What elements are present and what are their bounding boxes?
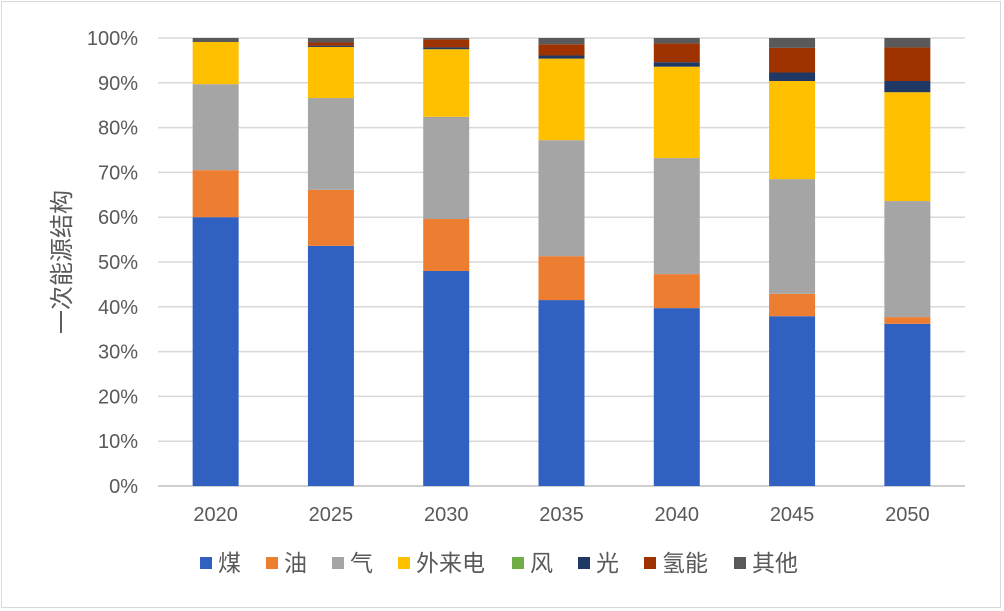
y-tick-label: 90% (98, 73, 138, 95)
legend-swatch (734, 557, 746, 569)
x-tick-label: 2020 (193, 504, 238, 526)
legend-label: 油 (284, 550, 307, 576)
x-tick-label: 2040 (655, 504, 700, 526)
bar-segment-2035-油 (538, 256, 585, 301)
bar-segment-2050-外来电 (884, 92, 931, 202)
bar-segment-2035-外来电 (538, 58, 585, 141)
y-tick-label: 50% (98, 252, 138, 274)
bar-segment-2035-光 (538, 55, 585, 59)
y-tick-labels: 0% 10% 20% 30% 40% 50% 60% 70% 80% 90% 100% (87, 28, 138, 498)
y-tick-label: 60% (98, 207, 138, 229)
y-tick-label: 100% (87, 28, 138, 50)
legend-swatch (398, 557, 410, 569)
y-tick-label: 80% (98, 118, 138, 140)
bar-segment-2040-其他 (653, 38, 700, 44)
legend-swatch (644, 557, 656, 569)
legend-label: 外来电 (416, 550, 485, 576)
bar-segment-2030-外来电 (423, 49, 470, 117)
bar-segment-2050-其他 (884, 38, 931, 48)
bar-segment-2020-其他 (192, 38, 239, 43)
bar-segment-2035-其他 (538, 38, 585, 45)
bar-segment-2045-煤 (769, 316, 816, 486)
legend-label: 气 (350, 550, 373, 576)
bar-segment-2050-氢能 (884, 47, 931, 82)
bar-segment-2025-氢能 (307, 42, 354, 46)
bar-segment-2030-气 (423, 116, 470, 219)
legend: 煤 油 气 外来电 风 光 氢能 其他 (200, 550, 798, 576)
bar-segment-2050-油 (884, 317, 931, 324)
bar-segment-2030-油 (423, 218, 470, 271)
bar-segment-2040-油 (653, 274, 700, 309)
x-tick-label: 2030 (424, 504, 469, 526)
legend-label: 风 (530, 550, 553, 576)
bar-segment-2020-煤 (192, 217, 239, 486)
legend-label: 煤 (218, 550, 241, 576)
bar-segment-2040-气 (653, 158, 700, 275)
bar-segment-2030-光 (423, 47, 470, 50)
legend-swatch (332, 557, 344, 569)
bar-segment-2025-外来电 (307, 46, 354, 99)
bar-segment-2045-油 (769, 293, 816, 317)
legend-swatch (512, 557, 524, 569)
bar-segment-2045-外来电 (769, 81, 816, 180)
bar-segment-2040-外来电 (653, 66, 700, 159)
legend-swatch (578, 557, 590, 569)
bars (192, 38, 931, 486)
legend-label: 光 (596, 550, 619, 576)
bar-segment-2045-光 (769, 72, 816, 82)
y-tick-label: 0% (109, 476, 138, 498)
bar-segment-2045-气 (769, 179, 816, 294)
bar-segment-2040-氢能 (653, 43, 700, 63)
bar-segment-2050-煤 (884, 323, 931, 486)
y-tick-label: 10% (98, 431, 138, 453)
bar-segment-2040-煤 (653, 308, 700, 486)
y-tick-label: 20% (98, 386, 138, 408)
y-axis-label: 一次能源结构 (49, 190, 76, 334)
bar-segment-2030-其他 (423, 38, 470, 40)
x-tick-label: 2035 (539, 504, 584, 526)
bar-segment-2050-气 (884, 201, 931, 318)
bar-segment-2025-其他 (307, 38, 354, 43)
bar-segment-2035-煤 (538, 300, 585, 486)
bar-segment-2025-气 (307, 98, 354, 190)
legend-swatch (266, 557, 278, 569)
x-tick-labels: 2020 2025 2030 2035 2040 2045 2050 (193, 504, 929, 526)
bar-segment-2045-氢能 (769, 47, 816, 73)
bar-segment-2025-煤 (307, 245, 354, 486)
x-tick-label: 2045 (770, 504, 815, 526)
bar-segment-2035-气 (538, 140, 585, 257)
legend-label: 其他 (752, 550, 798, 576)
bar-segment-2030-氢能 (423, 39, 470, 48)
bar-segment-2045-其他 (769, 38, 816, 48)
y-tick-label: 30% (98, 342, 138, 364)
bar-segment-2020-气 (192, 84, 239, 171)
bar-segment-2035-氢能 (538, 44, 585, 56)
bar-segment-2030-煤 (423, 270, 470, 486)
bar-segment-2040-光 (653, 62, 700, 67)
legend-swatch (200, 557, 212, 569)
bar-segment-2020-外来电 (192, 42, 239, 85)
legend-label: 氢能 (662, 550, 708, 576)
y-tick-label: 40% (98, 297, 138, 319)
x-tick-label: 2050 (885, 504, 930, 526)
bar-segment-2025-光 (307, 45, 354, 47)
y-tick-label: 70% (98, 162, 138, 184)
bar-segment-2025-油 (307, 189, 354, 246)
x-tick-label: 2025 (309, 504, 354, 526)
bar-segment-2020-油 (192, 170, 239, 218)
bar-segment-2050-光 (884, 81, 931, 93)
